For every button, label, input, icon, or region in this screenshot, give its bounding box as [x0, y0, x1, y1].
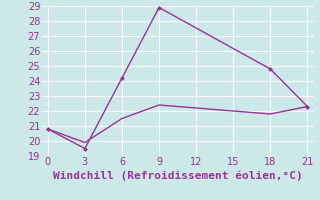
X-axis label: Windchill (Refroidissement éolien,°C): Windchill (Refroidissement éolien,°C): [53, 170, 302, 181]
